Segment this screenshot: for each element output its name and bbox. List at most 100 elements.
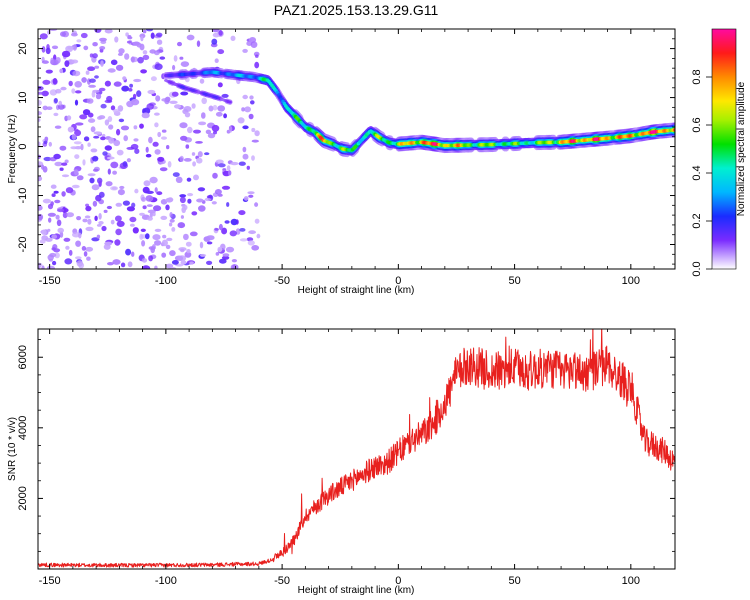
noise-speckle: [247, 191, 255, 195]
noise-speckle: [142, 50, 148, 55]
noise-speckle: [214, 228, 219, 231]
noise-speckle: [100, 60, 104, 67]
noise-speckle: [94, 65, 100, 69]
noise-speckle: [44, 136, 49, 142]
ridge-mark: [228, 100, 232, 104]
noise-speckle: [161, 252, 167, 258]
noise-speckle: [185, 241, 192, 247]
noise-speckle: [130, 56, 135, 63]
snr-panel: -150 -100 -50 0 50 100 2000 4000 6000 Height of…: [7, 328, 676, 596]
noise-speckle: [154, 265, 158, 269]
noise-speckle: [247, 240, 255, 246]
noise-speckle: [179, 56, 184, 60]
noise-speckle: [100, 136, 106, 141]
noise-speckle: [38, 214, 44, 221]
noise-speckle: [153, 205, 162, 212]
noise-speckle: [226, 165, 231, 172]
noise-speckle: [62, 212, 68, 219]
noise-speckle: [154, 63, 163, 70]
x-tick-label: -100: [155, 575, 177, 587]
noise-speckle: [107, 168, 111, 175]
noise-speckle: [59, 167, 64, 171]
noise-speckle: [76, 260, 84, 267]
noise-speckle: [39, 239, 46, 244]
noise-speckle: [88, 84, 96, 88]
noise-speckle: [249, 95, 254, 100]
noise-speckle: [67, 126, 75, 133]
noise-speckle: [45, 47, 51, 55]
noise-speckle: [80, 32, 88, 39]
noise-speckle: [88, 118, 96, 123]
noise-speckle: [120, 262, 126, 268]
x-tick-label: -150: [39, 275, 61, 287]
noise-speckle: [154, 228, 162, 232]
noise-speckle: [147, 216, 153, 221]
noise-speckle: [76, 175, 84, 181]
noise-speckle: [108, 137, 115, 144]
noise-speckle: [195, 141, 203, 144]
noise-speckle: [41, 90, 49, 97]
noise-speckle: [71, 184, 80, 189]
noise-speckle: [246, 165, 250, 170]
noise-speckle: [108, 124, 114, 130]
noise-speckle: [222, 168, 227, 172]
noise-speckle: [86, 98, 94, 104]
spectrogram-x-ticks: -150 -100 -50 0 50 100: [39, 29, 655, 287]
noise-speckle: [141, 258, 148, 263]
noise-speckle: [116, 220, 125, 227]
noise-speckle: [112, 259, 121, 265]
noise-speckle: [197, 151, 203, 158]
noise-speckle: [174, 104, 181, 109]
noise-speckle: [173, 55, 178, 62]
noise-speckle: [74, 154, 80, 160]
noise-speckle: [98, 87, 106, 92]
noise-speckle: [133, 125, 138, 130]
noise-speckle: [248, 194, 254, 198]
noise-speckle: [237, 117, 245, 124]
noise-speckle: [178, 247, 187, 252]
noise-speckle: [38, 204, 43, 211]
noise-speckle: [128, 88, 133, 92]
colorbar-tick-label: 0.8: [691, 69, 703, 84]
noise-speckle: [165, 263, 174, 269]
noise-speckle: [191, 152, 196, 156]
noise-speckle: [100, 103, 107, 109]
noise-speckle: [149, 176, 158, 184]
noise-speckle: [64, 258, 73, 265]
noise-speckle: [251, 155, 255, 161]
noise-speckle: [110, 161, 119, 169]
noise-speckle: [149, 212, 153, 218]
noise-speckle: [110, 59, 118, 66]
noise-speckle: [139, 233, 144, 240]
noise-speckle: [59, 145, 67, 151]
noise-speckle: [45, 237, 53, 242]
noise-speckle: [95, 93, 102, 100]
noise-speckle: [212, 104, 218, 111]
noise-speckle: [71, 32, 78, 37]
noise-speckle: [115, 64, 124, 71]
noise-speckle: [244, 106, 252, 113]
noise-speckle: [166, 237, 173, 242]
y-tick-label: 6000: [17, 345, 29, 369]
noise-speckle: [141, 112, 150, 119]
x-tick-label: -50: [274, 575, 290, 587]
colorbar-tick-label: 0.4: [691, 165, 703, 180]
noise-speckle: [83, 136, 90, 142]
noise-speckle: [126, 40, 132, 44]
noise-speckle: [180, 260, 187, 265]
noise-speckle: [114, 239, 121, 246]
noise-speckle: [242, 153, 249, 160]
noise-speckle: [53, 190, 59, 194]
noise-speckle: [54, 199, 61, 204]
noise-speckle: [89, 177, 95, 184]
x-tick-label: 100: [622, 275, 640, 287]
noise-speckle: [251, 245, 260, 251]
noise-speckle: [131, 202, 136, 208]
noise-speckle: [129, 216, 137, 223]
noise-speckle: [53, 54, 57, 61]
x-tick-label: 100: [622, 575, 640, 587]
noise-speckle: [83, 251, 88, 257]
noise-speckle: [51, 45, 59, 50]
noise-speckle: [72, 70, 81, 77]
noise-speckle: [71, 88, 76, 94]
